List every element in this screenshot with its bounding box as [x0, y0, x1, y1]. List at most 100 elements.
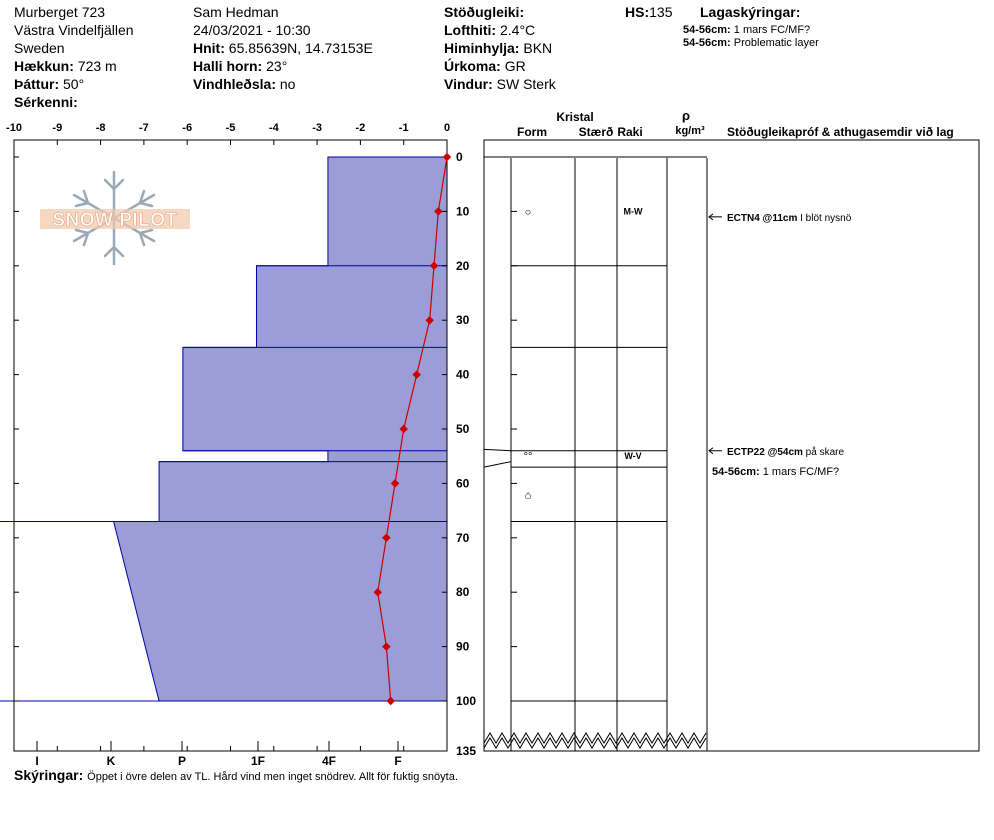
depth-tick-label: 100: [456, 694, 476, 708]
top-axis-tick-label: -7: [139, 122, 149, 134]
layer-comment: 54-56cm: 1 mars FC/MF?: [712, 466, 839, 478]
air-temp-label: Lofthiti:: [444, 22, 497, 38]
test-result: ECTP22 @54cm på skare: [727, 446, 844, 458]
layer-note-depth: 54-56cm:: [683, 37, 731, 49]
elevation-value: 723 m: [77, 58, 117, 74]
wetness-label: M-W: [624, 206, 643, 216]
snowpilot-watermark: SNOW PILOT: [40, 170, 190, 266]
footer-label: Skýringar:: [14, 767, 84, 783]
temperature-point: [434, 207, 443, 216]
country-name: Sweden: [14, 40, 65, 56]
top-axis-tick-label: -5: [226, 122, 236, 134]
test-arrow-head: [708, 447, 714, 455]
depth-break-zigzag: [483, 737, 707, 749]
coordinates: Hnit: 65.85639N, 14.73153E: [193, 40, 373, 57]
layer-note-1: 54-56cm: 1 mars FC/MF?: [683, 24, 810, 37]
sky-cover: Himinhylja: BKN: [444, 40, 552, 57]
wind-label: Vindur:: [444, 76, 493, 92]
features-label: Sérkenni:: [14, 94, 78, 110]
wetness-label: W-V: [624, 451, 641, 461]
aspect-value: 50°: [63, 76, 85, 92]
table-row-line: [483, 461, 512, 468]
table-row-line: [483, 448, 512, 452]
layer-note-text: 1 mars FC/MF?: [733, 24, 811, 36]
hardness-area: [112, 156, 448, 702]
depth-tick-label: 10: [456, 204, 470, 218]
location-name: Murberget 723: [14, 4, 106, 20]
footer-text: Öppet i övre delen av TL. Hård vind men …: [87, 771, 458, 783]
hs-value: 135: [649, 4, 673, 20]
top-axis-tick-label: -1: [399, 122, 409, 134]
temperature-point: [386, 696, 395, 706]
elevation-label: Hækkun:: [14, 58, 74, 74]
hardness-profile: [0, 156, 448, 702]
sky-value: BKN: [523, 40, 553, 56]
form-header: Form: [517, 125, 547, 139]
observation-datetime: 24/03/2021 - 10:30: [193, 22, 311, 38]
temperature-point: [373, 587, 382, 597]
aspect-label: Þáttur:: [14, 76, 60, 92]
watermark-text: SNOW PILOT: [52, 210, 177, 231]
sky-label: Himinhylja:: [444, 40, 520, 56]
depth-tick-label: 40: [456, 368, 470, 382]
air-temp-value: 2.4°C: [499, 22, 536, 38]
hardness-tick-label: F: [394, 754, 401, 768]
observer-name: Sam Hedman: [193, 4, 279, 20]
hardness-tick-label: K: [107, 754, 116, 768]
layer-notes-title: Lagaskýringar:: [700, 4, 801, 20]
size-header: Stærð: [579, 125, 614, 139]
top-axis-tick-label: -8: [96, 122, 106, 134]
temperature-point: [382, 642, 391, 651]
temperature-point: [390, 479, 400, 488]
wind-loading-value: no: [279, 76, 296, 92]
top-axis-tick-label: -2: [356, 122, 366, 134]
depth-tick-label: 30: [456, 313, 470, 327]
depth-break-zigzag: [483, 732, 707, 744]
depth-tick-label: 135: [456, 744, 476, 758]
density-unit-header: kg/m³: [675, 125, 705, 137]
comments-header: Stöðugleikapróf & athugasemdir við lag: [727, 125, 954, 139]
depth-tick-label: 0: [456, 150, 463, 164]
temperature-point: [382, 533, 391, 543]
grain-form-symbol: ⌂: [525, 489, 532, 501]
slope-value: 23°: [266, 58, 288, 74]
wind-loading: Vindhleðsla: no: [193, 76, 295, 93]
layer-comment-depth: 54-56cm:: [712, 466, 760, 478]
top-axis-tick-label: -4: [269, 122, 280, 134]
depth-tick-label: 60: [456, 476, 470, 490]
wetness-header: Raki: [617, 125, 642, 139]
snow-height: HS:135: [625, 4, 672, 21]
test-code: ECTP22 @54cm: [727, 447, 803, 458]
top-axis-tick-label: -9: [52, 122, 62, 134]
density-rho-header: ρ: [682, 108, 690, 123]
hardness-tick-label: 1F: [251, 754, 265, 768]
slope-label: Halli horn:: [193, 58, 263, 74]
temperature-point: [429, 261, 439, 271]
wind-loading-label: Vindhleðsla:: [193, 76, 276, 92]
temperature-profile: [373, 152, 452, 706]
precip-value: GR: [504, 58, 526, 74]
test-result: ECTN4 @11cm I blöt nysnö: [727, 213, 852, 224]
depth-tick-label: 80: [456, 585, 470, 599]
chart-axes: -10 -9 -8 -7 -6 -5 -4 -3 -2 -1 0010203040506070809…: [6, 122, 476, 768]
test-arrow-head: [708, 213, 714, 221]
depth-tick-label: 70: [456, 531, 470, 545]
depth-tick-label: 90: [456, 640, 470, 654]
hs-label: HS:: [625, 4, 650, 20]
temperature-point: [399, 424, 408, 434]
hardness-tick-label: P: [178, 754, 186, 768]
table-frame: [483, 139, 980, 752]
top-axis-tick-label: -10: [6, 122, 22, 134]
aspect: Þáttur: 50°: [14, 76, 84, 93]
layer-table: Kristal Form Stærð Raki ρ kg/m³ Stöðugleikapró…: [483, 108, 980, 752]
layer-comment-text: 1 mars FC/MF?: [760, 466, 839, 478]
layer-note-depth: 54-56cm:: [683, 24, 731, 36]
layer-note-2: 54-56cm: Problematic layer: [683, 37, 819, 50]
top-axis-tick-label: -3: [312, 122, 322, 134]
air-temperature: Lofthiti: 2.4°C: [444, 22, 535, 39]
test-code: ECTN4 @11cm: [727, 213, 797, 224]
grain-form-symbol: ○: [525, 206, 532, 218]
top-axis-tick-label: 0: [444, 122, 450, 134]
temperature-point: [412, 370, 421, 379]
